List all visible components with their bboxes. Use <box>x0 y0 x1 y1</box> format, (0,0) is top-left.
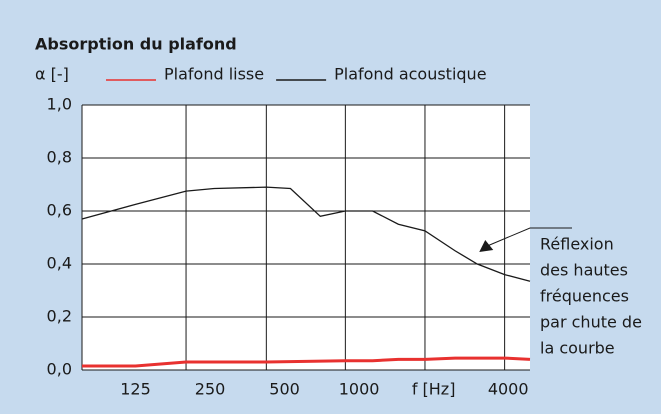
annotation-text: par chute de <box>540 313 642 332</box>
annotation-arrow <box>487 227 572 247</box>
x-tick-label: 500 <box>269 380 300 399</box>
y-tick-label: 0,4 <box>47 254 72 273</box>
y-tick-label: 0,0 <box>47 360 72 379</box>
x-tick-label: 250 <box>195 380 226 399</box>
chart-title: Absorption du plafond <box>35 35 237 54</box>
y-tick-label: 1,0 <box>47 95 72 114</box>
legend-label: Plafond acoustique <box>334 65 486 84</box>
annotation-text: des hautes <box>540 261 628 280</box>
legend-label: Plafond lisse <box>164 65 264 84</box>
arrowhead <box>479 240 494 252</box>
x-tick-label: f [Hz] <box>412 380 456 399</box>
x-tick-label: 4000 <box>488 380 529 399</box>
y-axis-label: α [-] <box>35 65 69 84</box>
x-tick-label: 1000 <box>339 380 380 399</box>
annotation-text: fréquences <box>540 287 629 306</box>
x-tick-label: 125 <box>120 380 151 399</box>
annotation-text: la courbe <box>540 339 615 358</box>
y-tick-label: 0,8 <box>47 148 72 167</box>
annotation-text: Réflexion <box>540 235 614 254</box>
series-line <box>82 356 531 368</box>
plot-area <box>82 105 530 370</box>
y-tick-label: 0,2 <box>47 307 72 326</box>
y-tick-label: 0,6 <box>47 201 72 220</box>
series-line <box>81 186 531 282</box>
